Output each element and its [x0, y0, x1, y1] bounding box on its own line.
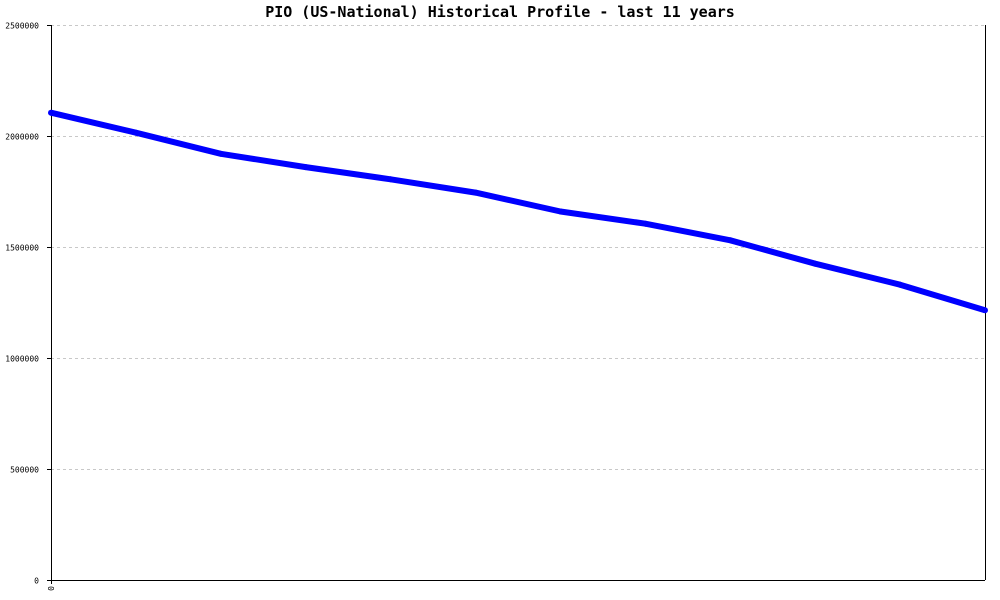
data-point — [387, 176, 394, 183]
data-point — [472, 189, 479, 196]
y-tick-label: 500000 — [10, 466, 39, 475]
data-point — [812, 260, 819, 267]
y-tick-label: 1500000 — [5, 244, 39, 253]
series-layer — [48, 109, 988, 314]
y-tick-label: 2000000 — [5, 133, 39, 142]
data-point — [642, 220, 649, 227]
data-point — [302, 164, 309, 171]
data-point — [557, 208, 564, 215]
x-tick-label: 0 — [47, 586, 56, 591]
grid-lines — [51, 25, 985, 470]
data-point — [48, 109, 54, 116]
data-point — [217, 150, 224, 157]
series-line — [50, 109, 986, 314]
axes — [47, 25, 986, 584]
y-tick-label: 1000000 — [5, 355, 39, 364]
data-point — [727, 237, 734, 244]
data-point — [982, 307, 988, 314]
tick-labels: 0 500000 1000000 1500000 2000000 2500000 0 — [5, 22, 56, 591]
chart-title: PIO (US-National) Historical Profile - l… — [265, 3, 735, 21]
y-tick-label: 0 — [34, 577, 39, 586]
y-tick-label: 2500000 — [5, 22, 39, 31]
data-point — [132, 129, 139, 136]
data-point — [897, 281, 904, 288]
